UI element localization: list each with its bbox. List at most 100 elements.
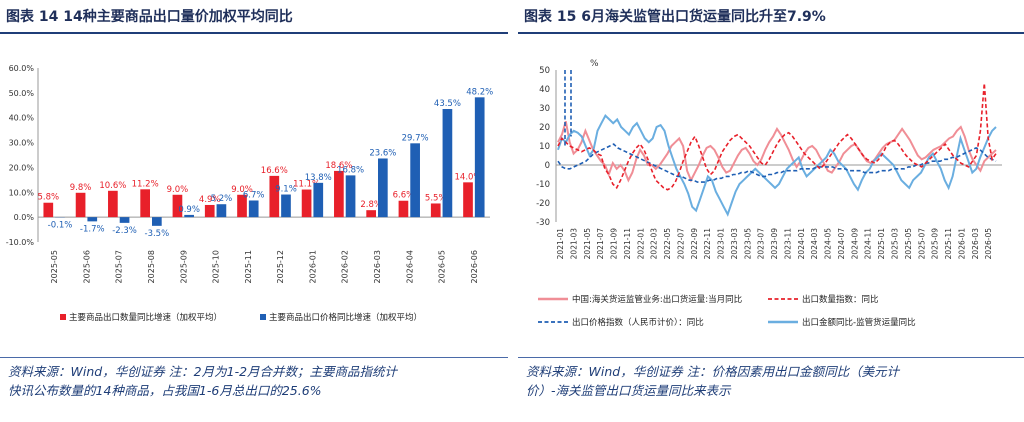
bar-price	[87, 217, 98, 222]
x-tick-label: 2023-09	[770, 228, 779, 260]
x-tick-label: 2022-09	[690, 228, 699, 260]
x-tick-label: 2026-01	[308, 250, 317, 283]
series-line-1	[557, 83, 997, 191]
y-tick-label: 50.0%	[9, 89, 35, 98]
left-chart-title: 图表 14 14种主要商品出口量价加权平均同比	[6, 9, 293, 25]
x-tick-label: 2025-07	[115, 250, 124, 283]
bar-volume	[463, 182, 473, 218]
left-source-line-1: 资料来源：Wind，华创证券 注：2月为1-2月合并数；主要商品指统计	[8, 364, 398, 379]
left-chart-panel: 图表 14 14种主要商品出口量价加权平均同比 -10.0% 0.0% 10.0% 2…	[0, 0, 508, 422]
right-chart-panel: 图表 15 6月海关监管出口货运量同比升至7.9% -30 -20 -10 0 10 20…	[518, 0, 1024, 422]
x-tick-label: 2021-03	[569, 228, 578, 260]
x-tick-label: 2023-05	[743, 228, 752, 260]
bar-volume	[108, 190, 118, 218]
x-tick-label: 2021-11	[623, 228, 632, 260]
legend-swatch-volume	[60, 314, 66, 320]
bar-price	[152, 217, 162, 226]
bar-volume	[75, 192, 86, 218]
bar-volume-label: 11.1%	[293, 180, 320, 190]
x-tick-label: 2026-02	[341, 250, 350, 283]
series-line-2	[557, 143, 997, 183]
y-tick-label: 20	[539, 123, 550, 133]
x-tick-label: 2024-01	[797, 228, 806, 260]
x-tick-label: 2025-09	[179, 250, 188, 283]
legend-label-2: 出口价格指数（人民币计价）：同比	[572, 317, 704, 328]
bar-price-label: 23.6%	[369, 148, 396, 158]
bar-price-label: 13.8%	[305, 173, 332, 183]
bar-price-label: -2.3%	[112, 226, 137, 236]
y-tick-label: -10.0%	[6, 238, 35, 247]
bar-price-label: -3.5%	[145, 229, 170, 239]
bar-volume-label: 11.2%	[132, 179, 159, 189]
bar-price	[378, 158, 388, 218]
bar-price	[345, 175, 356, 218]
x-tick-label: 2021-09	[610, 228, 619, 260]
x-tick-label: 2026-04	[405, 250, 414, 283]
y-tick-label: -10	[536, 180, 550, 190]
bar-price-label: 43.5%	[434, 99, 461, 109]
bar-price-label: -0.1%	[48, 220, 73, 230]
right-chart-title: 图表 15 6月海关监管出口货运量同比升至7.9%	[524, 9, 826, 25]
bar-price	[410, 143, 420, 218]
x-tick-label: 2021-01	[556, 228, 565, 260]
bar-price-label: 0.9%	[178, 205, 200, 215]
y-tick-label: 20.0%	[9, 163, 35, 172]
bar-price	[248, 200, 259, 218]
x-tick-label: 2021-07	[596, 228, 605, 260]
x-tick-label: 2023-11	[783, 228, 792, 260]
x-tick-label: 2026-03	[971, 228, 980, 260]
bar-volume-label: 10.6%	[99, 181, 126, 191]
bar-volume-label: 4.9%	[199, 195, 221, 205]
x-tick-label: 2025-08	[147, 250, 156, 283]
legend-label-price: 主要商品出口价格同比增速（加权平均）	[269, 312, 422, 323]
x-tick-label: 2025-05	[50, 250, 59, 283]
y-tick-label: -20	[536, 199, 550, 209]
bar-volume-label: 9.8%	[70, 183, 92, 193]
bar-volume	[43, 202, 54, 218]
bar-volume	[301, 189, 312, 218]
bar-volume-label: 2.8%	[360, 200, 382, 210]
right-source-line-2: 价）-海关监管出口货运量同比来表示	[526, 383, 731, 398]
bar-price-label: 6.7%	[243, 190, 265, 200]
bar-volume	[237, 194, 247, 218]
bar-volume-label: 14.0%	[455, 172, 482, 182]
x-tick-label: 2025-05	[904, 228, 913, 260]
left-source-rule	[0, 357, 508, 358]
series-line-3	[557, 113, 997, 217]
x-tick-label: 2024-09	[850, 228, 859, 260]
y-tick-label: 40.0%	[9, 114, 35, 123]
bar-volume	[204, 204, 215, 218]
bar-price-label: 48.2%	[466, 87, 493, 97]
x-tick-label: 2026-03	[373, 250, 382, 283]
y-tick-label: 0.0%	[14, 213, 35, 222]
x-tick-label: 2024-03	[810, 228, 819, 260]
x-tick-label: 2024-11	[864, 228, 873, 260]
bar-price	[442, 109, 453, 218]
y-tick-label: 30	[539, 104, 550, 114]
x-tick-label: 2025-09	[931, 228, 940, 260]
right-source-rule	[518, 357, 1024, 358]
x-tick-label: 2022-11	[703, 228, 712, 260]
bar-price-label: 29.7%	[402, 133, 429, 143]
x-tick-label: 2025-12	[276, 250, 285, 283]
bar-volume-label: 5.8%	[37, 193, 59, 203]
x-tick-label: 2025-11	[244, 250, 253, 283]
bar-volume	[140, 189, 150, 218]
x-tick-label: 2026-05	[438, 250, 447, 283]
left-source-line-2: 快讯公布数量的14种商品，占我国1-6月总出口的25.6%	[8, 383, 322, 398]
x-tick-label: 2025-07	[917, 228, 926, 260]
bar-price	[474, 97, 485, 218]
y-tick-label: -30	[536, 218, 550, 228]
bar-volume-label: 18.6%	[325, 161, 352, 171]
y-tick-label: 60.0%	[9, 64, 35, 73]
y-tick-label: 40	[539, 85, 550, 95]
x-tick-label: 2025-01	[877, 228, 886, 260]
x-tick-label: 2023-01	[717, 228, 726, 260]
x-tick-label: 2026-06	[470, 250, 479, 283]
legend-label-0: 中国:海关货运监管业务:出口货运量:当月同比	[572, 294, 742, 305]
y-tick-label: 10.0%	[9, 188, 35, 197]
bar-volume	[398, 200, 409, 218]
legend-label-volume: 主要商品出口数量同比增速（加权平均）	[69, 312, 222, 323]
legend-label-1: 出口数量指数：同比	[802, 294, 879, 305]
x-tick-label: 2022-05	[663, 228, 672, 260]
